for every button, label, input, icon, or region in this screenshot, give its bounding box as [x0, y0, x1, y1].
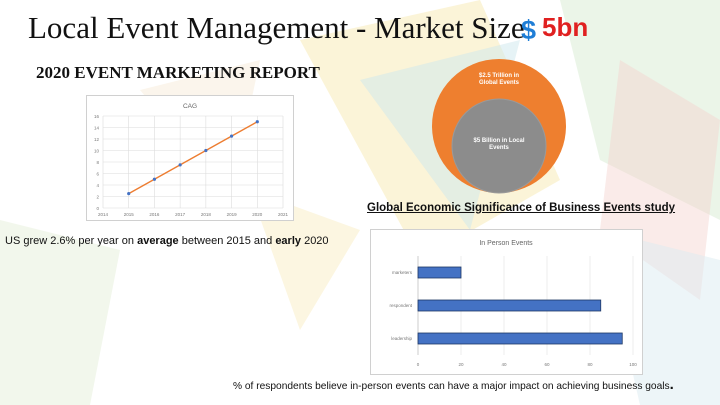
line-chart-series-line — [128, 121, 258, 195]
line-chart-point — [127, 192, 131, 196]
line-chart-y-tick: 12 — [94, 137, 100, 142]
line-chart-y-tick: 16 — [94, 114, 100, 119]
bar-chart-bar-marketers — [417, 266, 462, 279]
slide-title: Local Event Management - Market Size — [28, 10, 525, 45]
line-chart-x-tick: 2020 — [252, 212, 263, 217]
line-chart-x-tick: 2021 — [278, 212, 289, 217]
market-circles: $2.5 Trillion in Global Events $5 Billio… — [431, 58, 567, 194]
bar-chart-x-tick: 0 — [417, 362, 420, 367]
bar-chart-x-tick: 80 — [587, 362, 593, 367]
line-chart-panel: CAG 0 2 4 6 8 10 12 14 16 2014 2015 2016 2017 2018 2019… — [86, 95, 294, 221]
market-size-amount: 5bn — [542, 12, 589, 42]
line-chart-point — [178, 163, 182, 167]
bar-chart-category-label: leadership — [391, 336, 412, 341]
line-chart-x-tick: 2017 — [175, 212, 186, 217]
growth-caption: US grew 2.6% per year on average between… — [5, 235, 329, 247]
line-chart-point — [255, 120, 259, 124]
bar-chart-category-label: respondent — [389, 303, 412, 308]
line-chart-y-tick: 0 — [96, 206, 99, 211]
line-chart-point — [229, 134, 234, 138]
line-chart-y-tick: 6 — [96, 171, 99, 176]
growth-caption-early: early — [275, 235, 302, 247]
bar-chart-bar-leadership — [417, 332, 623, 345]
dollar-sign-icon: $ — [521, 15, 537, 45]
growth-caption-text-3: 2020 — [301, 235, 329, 247]
line-chart-x-tick: 2014 — [98, 212, 109, 217]
bar-chart-category-label: marketers — [392, 270, 413, 275]
local-events-label: $5 Billion in Local Events — [473, 138, 525, 152]
line-chart-y-tick: 8 — [96, 160, 99, 165]
line-chart: CAG 0 2 4 6 8 10 12 14 16 2014 2015 2016 2017 2018 2019… — [94, 103, 289, 217]
bar-chart-bar-respondent — [417, 299, 602, 312]
line-chart-y-tick: 2 — [96, 194, 99, 199]
growth-caption-text-2: between 2015 and — [178, 235, 276, 247]
line-chart-title: CAG — [183, 103, 197, 110]
line-chart-x-tick: 2018 — [201, 212, 212, 217]
line-chart-x-tick: 2016 — [149, 212, 160, 217]
bar-chart-x-tick: 60 — [544, 362, 550, 367]
bar-chart: In Person Events 0 20 40 60 80 100 marketers res… — [389, 240, 637, 367]
report-subtitle: 2020 EVENT MARKETING REPORT — [36, 63, 320, 82]
global-events-label: $2.5 Trillion in Global Events — [478, 73, 519, 87]
line-chart-y-tick: 10 — [94, 148, 100, 153]
growth-caption-average: average — [137, 235, 179, 247]
line-chart-y-tick: 4 — [96, 183, 99, 188]
footer-caption: % of respondents believe in-person event… — [233, 376, 674, 393]
footer-text: % of respondents believe in-person event… — [233, 381, 670, 392]
study-caption: Global Economic Significance of Business… — [367, 202, 676, 214]
bar-chart-x-tick: 40 — [501, 362, 507, 367]
line-chart-point — [204, 148, 208, 153]
line-chart-x-tick: 2019 — [227, 212, 238, 217]
bar-chart-panel: In Person Events 0 20 40 60 80 100 marketers res… — [370, 229, 643, 375]
line-chart-x-tick: 2015 — [124, 212, 135, 217]
line-chart-y-tick: 14 — [94, 125, 100, 130]
market-circles-graphic — [432, 59, 566, 194]
bar-chart-title: In Person Events — [479, 240, 533, 247]
bar-chart-x-tick: 20 — [458, 362, 464, 367]
footer-dot: . — [669, 376, 674, 393]
growth-caption-text-1: US grew 2.6% per year on — [5, 235, 138, 247]
bar-chart-x-tick: 100 — [629, 362, 637, 367]
line-chart-point — [152, 177, 157, 181]
